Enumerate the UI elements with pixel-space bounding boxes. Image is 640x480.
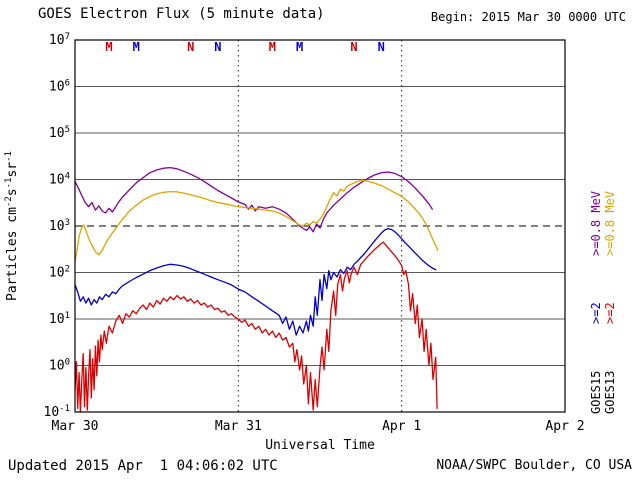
y-tick-label: 103 <box>49 218 70 234</box>
series-goes13-2-mev <box>74 241 438 413</box>
marker-n: N <box>350 40 357 54</box>
marker-m: M <box>296 40 303 54</box>
marker-m: M <box>269 40 276 54</box>
x-tick-label: Mar 30 <box>52 419 99 434</box>
x-axis: Mar 30 Mar 31 Apr 1 Apr 2 Universal Time <box>52 419 585 453</box>
y-tick-label: 101 <box>49 311 70 327</box>
legend-energy-2mev: >=2 <box>589 302 603 324</box>
x-tick-label: Mar 31 <box>215 419 262 434</box>
marker-n: N <box>187 40 194 54</box>
y-tick-label: 100 <box>49 358 70 374</box>
x-axis-title: Universal Time <box>265 438 375 453</box>
credit-label: NOAA/SWPC Boulder, CO USA <box>436 458 632 473</box>
marker-n: N <box>214 40 221 54</box>
series-goes15-0.8-mev <box>74 166 433 233</box>
y-tick-label: 102 <box>49 265 70 281</box>
updated-timestamp: Updated 2015 Apr 1 04:06:02 UTC <box>8 458 278 474</box>
chart-title: GOES Electron Flux (5 minute data) <box>38 6 325 22</box>
y-tick-label: 107 <box>49 32 70 48</box>
gridlines <box>75 86 565 366</box>
y-tick-labels: 10-1 100 101 102 103 104 105 106 107 <box>44 32 71 420</box>
x-tick-label: Apr 1 <box>382 419 421 434</box>
y-axis-title: Particles cm-2s-1sr-1 <box>4 151 20 301</box>
begin-timestamp: Begin: 2015 Mar 30 0000 UTC <box>430 10 626 24</box>
y-tick-label: 105 <box>49 125 70 141</box>
x-tick-label: Apr 2 <box>545 419 584 434</box>
y-tick-label: 10-1 <box>44 404 71 420</box>
series-lines <box>74 166 439 413</box>
marker-m: M <box>105 40 112 54</box>
series-goes13-0.8-mev <box>74 179 439 263</box>
y-tick-label: 104 <box>49 172 70 188</box>
right-legend: GOES15 >=2 >=0.8 MeV GOES13 >=2 >=0.8 MeV <box>589 191 617 414</box>
marker-m: M <box>133 40 140 54</box>
series-goes15-2-mev <box>74 227 437 336</box>
marker-n: N <box>378 40 385 54</box>
legend-satellite-goes13: GOES13 <box>603 371 617 414</box>
legend-energy-0.8mev: >=0.8 MeV <box>603 191 617 256</box>
legend-satellite-goes15: GOES15 <box>589 371 603 414</box>
legend-energy-2mev: >=2 <box>603 302 617 324</box>
y-tick-label: 106 <box>49 79 70 95</box>
plot-border <box>74 39 566 413</box>
legend-energy-0.8mev: >=0.8 MeV <box>589 191 603 256</box>
